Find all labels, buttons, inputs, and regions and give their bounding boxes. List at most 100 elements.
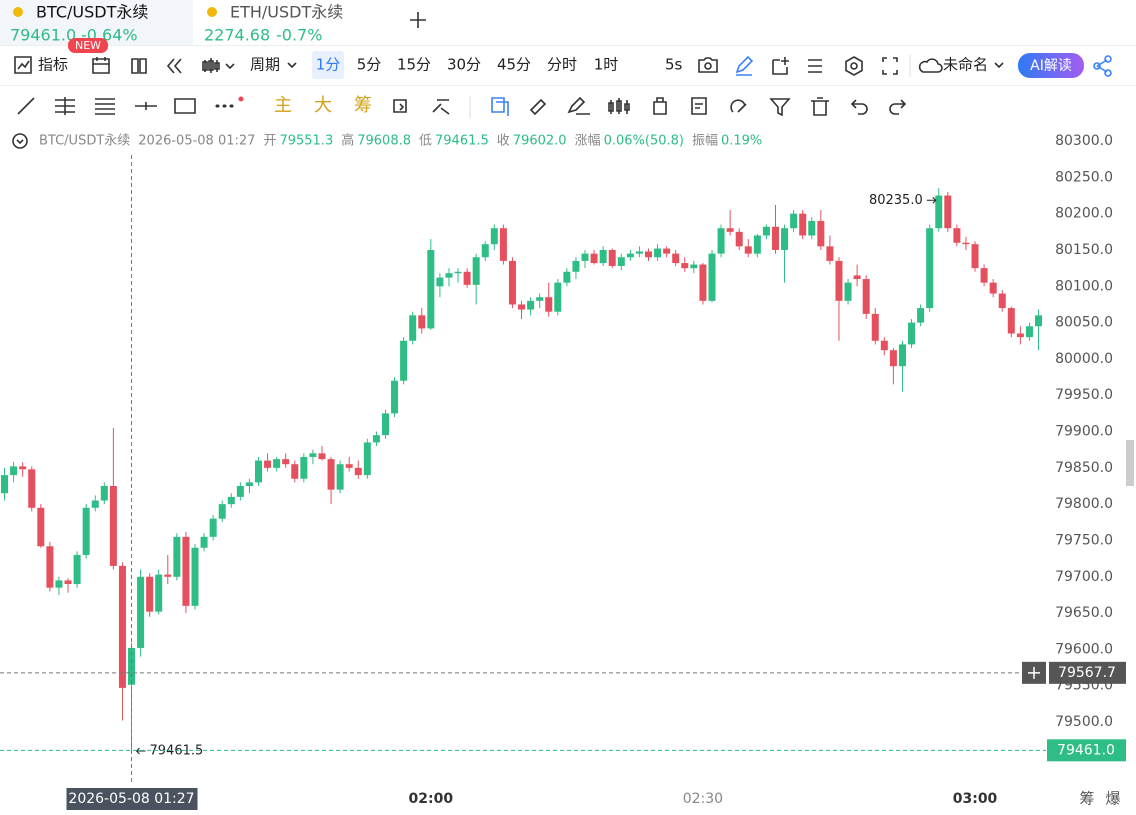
candle-body — [1007, 308, 1015, 334]
y-tick-label: 80050.0 — [1055, 315, 1113, 331]
candle-body — [391, 380, 399, 414]
candle-body — [753, 235, 761, 254]
text-tool[interactable]: 主 — [274, 95, 292, 116]
candle-body — [46, 546, 54, 588]
candle-body — [599, 249, 607, 264]
active-tab[interactable] — [0, 0, 193, 45]
hline-tool[interactable] — [135, 102, 157, 110]
calendar-icon[interactable] — [92, 57, 110, 74]
interval-button[interactable]: 1分 — [316, 56, 341, 74]
collapse-icon[interactable] — [12, 133, 28, 149]
candle-body — [73, 554, 81, 585]
candle-body — [781, 228, 789, 250]
x-tick-label: 02:30 — [683, 791, 723, 807]
filter-tool[interactable] — [769, 98, 791, 117]
y-tick-label: 79650.0 — [1055, 605, 1113, 621]
candle-body — [463, 271, 471, 285]
replay-speed[interactable]: 5s — [665, 56, 683, 74]
layout-name[interactable]: 未命名 — [943, 56, 988, 74]
note-tool[interactable] — [691, 97, 707, 115]
interval-button[interactable]: 15分 — [397, 56, 431, 74]
interval-button[interactable]: 1时 — [594, 56, 619, 74]
interval-button[interactable]: 30分 — [447, 56, 481, 74]
candle-body — [980, 268, 988, 283]
candle-body — [672, 253, 680, 264]
candle-body — [844, 282, 852, 301]
camera-icon[interactable] — [698, 57, 718, 73]
rect-tool[interactable] — [174, 98, 196, 114]
candle-body — [527, 300, 535, 310]
tab-symbol[interactable]: ETH/USDT永续 — [230, 3, 343, 22]
fib-tool[interactable] — [95, 98, 115, 115]
interval-button[interactable]: 分时 — [547, 56, 577, 74]
tool[interactable] — [393, 99, 407, 113]
y-tick-label: 80100.0 — [1055, 278, 1113, 294]
replay-icon[interactable] — [166, 58, 182, 74]
candle-body — [436, 277, 444, 287]
y-tick-label: 80000.0 — [1055, 351, 1113, 367]
crosshair-y-label: 79567.7 — [1058, 665, 1116, 681]
dropdown-icon — [287, 62, 297, 69]
info-value: 79551.3 — [279, 134, 333, 149]
interval-button[interactable]: 45分 — [497, 56, 531, 74]
y-tick-label: 80300.0 — [1055, 133, 1113, 149]
candle-body — [944, 195, 952, 229]
candle-body — [699, 264, 707, 301]
candle-body — [880, 340, 888, 351]
y-tick-label: 79900.0 — [1055, 424, 1113, 440]
brush-tool[interactable] — [567, 96, 590, 115]
chart-type-icon[interactable] — [202, 58, 235, 73]
info-label: 低 — [419, 134, 432, 149]
candle-body — [182, 536, 190, 606]
add-note-icon[interactable] — [772, 57, 789, 75]
cloud-icon[interactable] — [918, 58, 943, 73]
footer-button[interactable]: 爆 — [1105, 790, 1120, 808]
pen-icon[interactable] — [735, 55, 754, 76]
last-price-label: 79461.0 — [1057, 742, 1115, 758]
text-tool[interactable]: 大 — [314, 95, 332, 116]
redo[interactable] — [889, 99, 907, 115]
badge-text: NEW — [75, 39, 101, 52]
tool[interactable] — [491, 97, 509, 116]
tool[interactable] — [432, 99, 450, 115]
candle-body — [572, 260, 580, 272]
add-tab[interactable] — [410, 12, 426, 28]
candle-body — [209, 518, 217, 537]
info-label: 高 — [341, 133, 354, 149]
candle-tool[interactable] — [608, 98, 630, 114]
info-symbol: BTC/USDT永续 — [39, 134, 130, 149]
indicators-button[interactable]: 指标 — [38, 56, 68, 74]
ai-button[interactable] — [1018, 53, 1084, 78]
trend-line-tool[interactable] — [17, 97, 35, 115]
fullscreen-icon[interactable] — [882, 57, 898, 75]
list-icon[interactable] — [808, 59, 822, 73]
undo[interactable] — [850, 99, 868, 115]
candle-body — [164, 574, 172, 577]
candle-body — [282, 459, 290, 465]
candle-body — [554, 282, 562, 312]
info-label: 收 — [497, 134, 510, 149]
high-arrow — [926, 196, 937, 204]
ruler-tool[interactable] — [529, 98, 547, 116]
candle-body — [28, 469, 36, 508]
delete-tool[interactable] — [811, 97, 829, 116]
settings-icon[interactable] — [845, 56, 863, 76]
lock-tool[interactable] — [653, 97, 667, 115]
candle-body — [191, 547, 199, 606]
text-tool[interactable]: 筹 — [354, 95, 372, 116]
candle-body — [264, 460, 272, 468]
tab-price: 79461.0 — [10, 26, 76, 45]
low-arrow — [135, 747, 146, 755]
interval-button[interactable]: 5分 — [357, 56, 382, 74]
period-button[interactable]: 周期 — [250, 56, 280, 74]
footer-button[interactable]: 筹 — [1079, 790, 1094, 808]
indicator-icon[interactable] — [14, 56, 32, 74]
parallel-tool[interactable] — [55, 97, 75, 115]
candle-body — [908, 322, 916, 345]
candle-body — [327, 459, 335, 490]
candle-body — [808, 220, 816, 236]
layout-icon[interactable] — [131, 58, 147, 74]
candle-body — [236, 485, 244, 497]
magnet-tool[interactable] — [730, 99, 747, 113]
coin-icon — [13, 7, 23, 17]
